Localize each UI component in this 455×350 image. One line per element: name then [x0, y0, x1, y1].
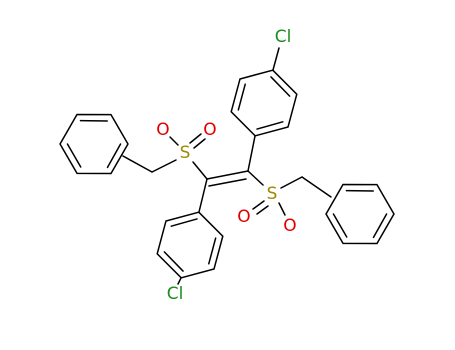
atom-label: S	[267, 184, 278, 204]
ring	[230, 69, 298, 137]
ring	[59, 113, 129, 175]
atom-label: O	[203, 120, 216, 140]
ring	[156, 211, 224, 279]
bonds	[122, 47, 332, 285]
atom-label: S	[180, 143, 191, 163]
atom-label: Cl	[167, 284, 184, 304]
atom-label: O	[283, 216, 296, 236]
atom-label: O	[156, 120, 169, 140]
atom-label: O	[237, 207, 250, 227]
atom-label: Cl	[275, 27, 292, 47]
ring	[325, 183, 395, 245]
